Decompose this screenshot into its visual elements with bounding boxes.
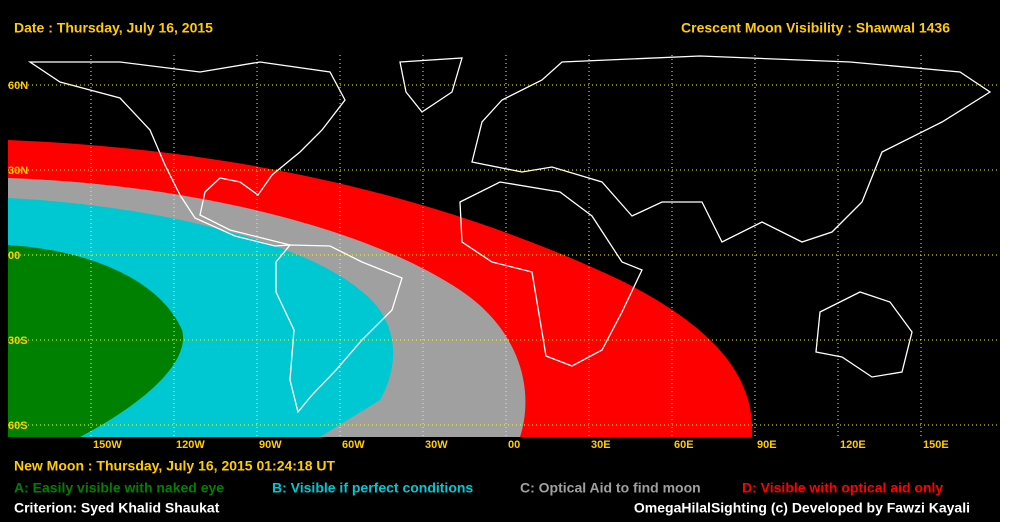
lon-label: 90W — [259, 439, 282, 451]
title: Crescent Moon Visibility : Shawwal 1436 — [681, 20, 950, 36]
criterion: Criterion: Syed Khalid Shaukat — [14, 500, 220, 516]
north-america — [27, 61, 346, 247]
legend-a: A: Easily visible with naked eye — [14, 480, 224, 496]
lon-label: 90E — [757, 439, 777, 451]
visibility-zones — [8, 140, 753, 437]
lat-label: 60N — [8, 80, 28, 92]
credit: OmegaHilalSighting (c) Developed by Fawz… — [634, 500, 970, 516]
greenland — [399, 57, 463, 113]
labels: Date : Thursday, July 16, 2015 Crescent … — [14, 20, 970, 516]
zone-a — [8, 245, 184, 437]
lon-label: 150W — [93, 439, 122, 451]
legend-b: B: Visible if perfect conditions — [272, 480, 473, 496]
africa — [459, 181, 643, 367]
new-moon: New Moon : Thursday, July 16, 2015 01:24… — [14, 458, 336, 474]
lon-label: 150E — [923, 439, 949, 451]
eurasia — [471, 55, 992, 243]
lon-label: 120E — [840, 439, 866, 451]
australia — [815, 291, 913, 378]
lon-label: 30E — [591, 439, 611, 451]
grid: 60N 30N 00 30S 60S 150W 120W 90W 60W 30W 00 30E 60E 9… — [8, 55, 1000, 451]
lat-label: 00 — [8, 250, 20, 262]
date: Date : Thursday, July 16, 2015 — [14, 20, 213, 36]
lat-label: 30S — [8, 335, 28, 347]
south-america — [275, 244, 403, 414]
lat-label: 30N — [8, 165, 28, 177]
lon-label: 60W — [342, 439, 365, 451]
coastlines — [27, 55, 992, 414]
legend-c: C: Optical Aid to find moon — [520, 480, 701, 496]
lon-label: 60E — [674, 439, 694, 451]
legend-d: D: Visible with optical aid only — [742, 480, 943, 496]
lon-label: 120W — [176, 439, 205, 451]
lat-label: 60S — [8, 420, 28, 432]
lon-label: 30W — [425, 439, 448, 451]
lon-label: 00 — [508, 439, 520, 451]
